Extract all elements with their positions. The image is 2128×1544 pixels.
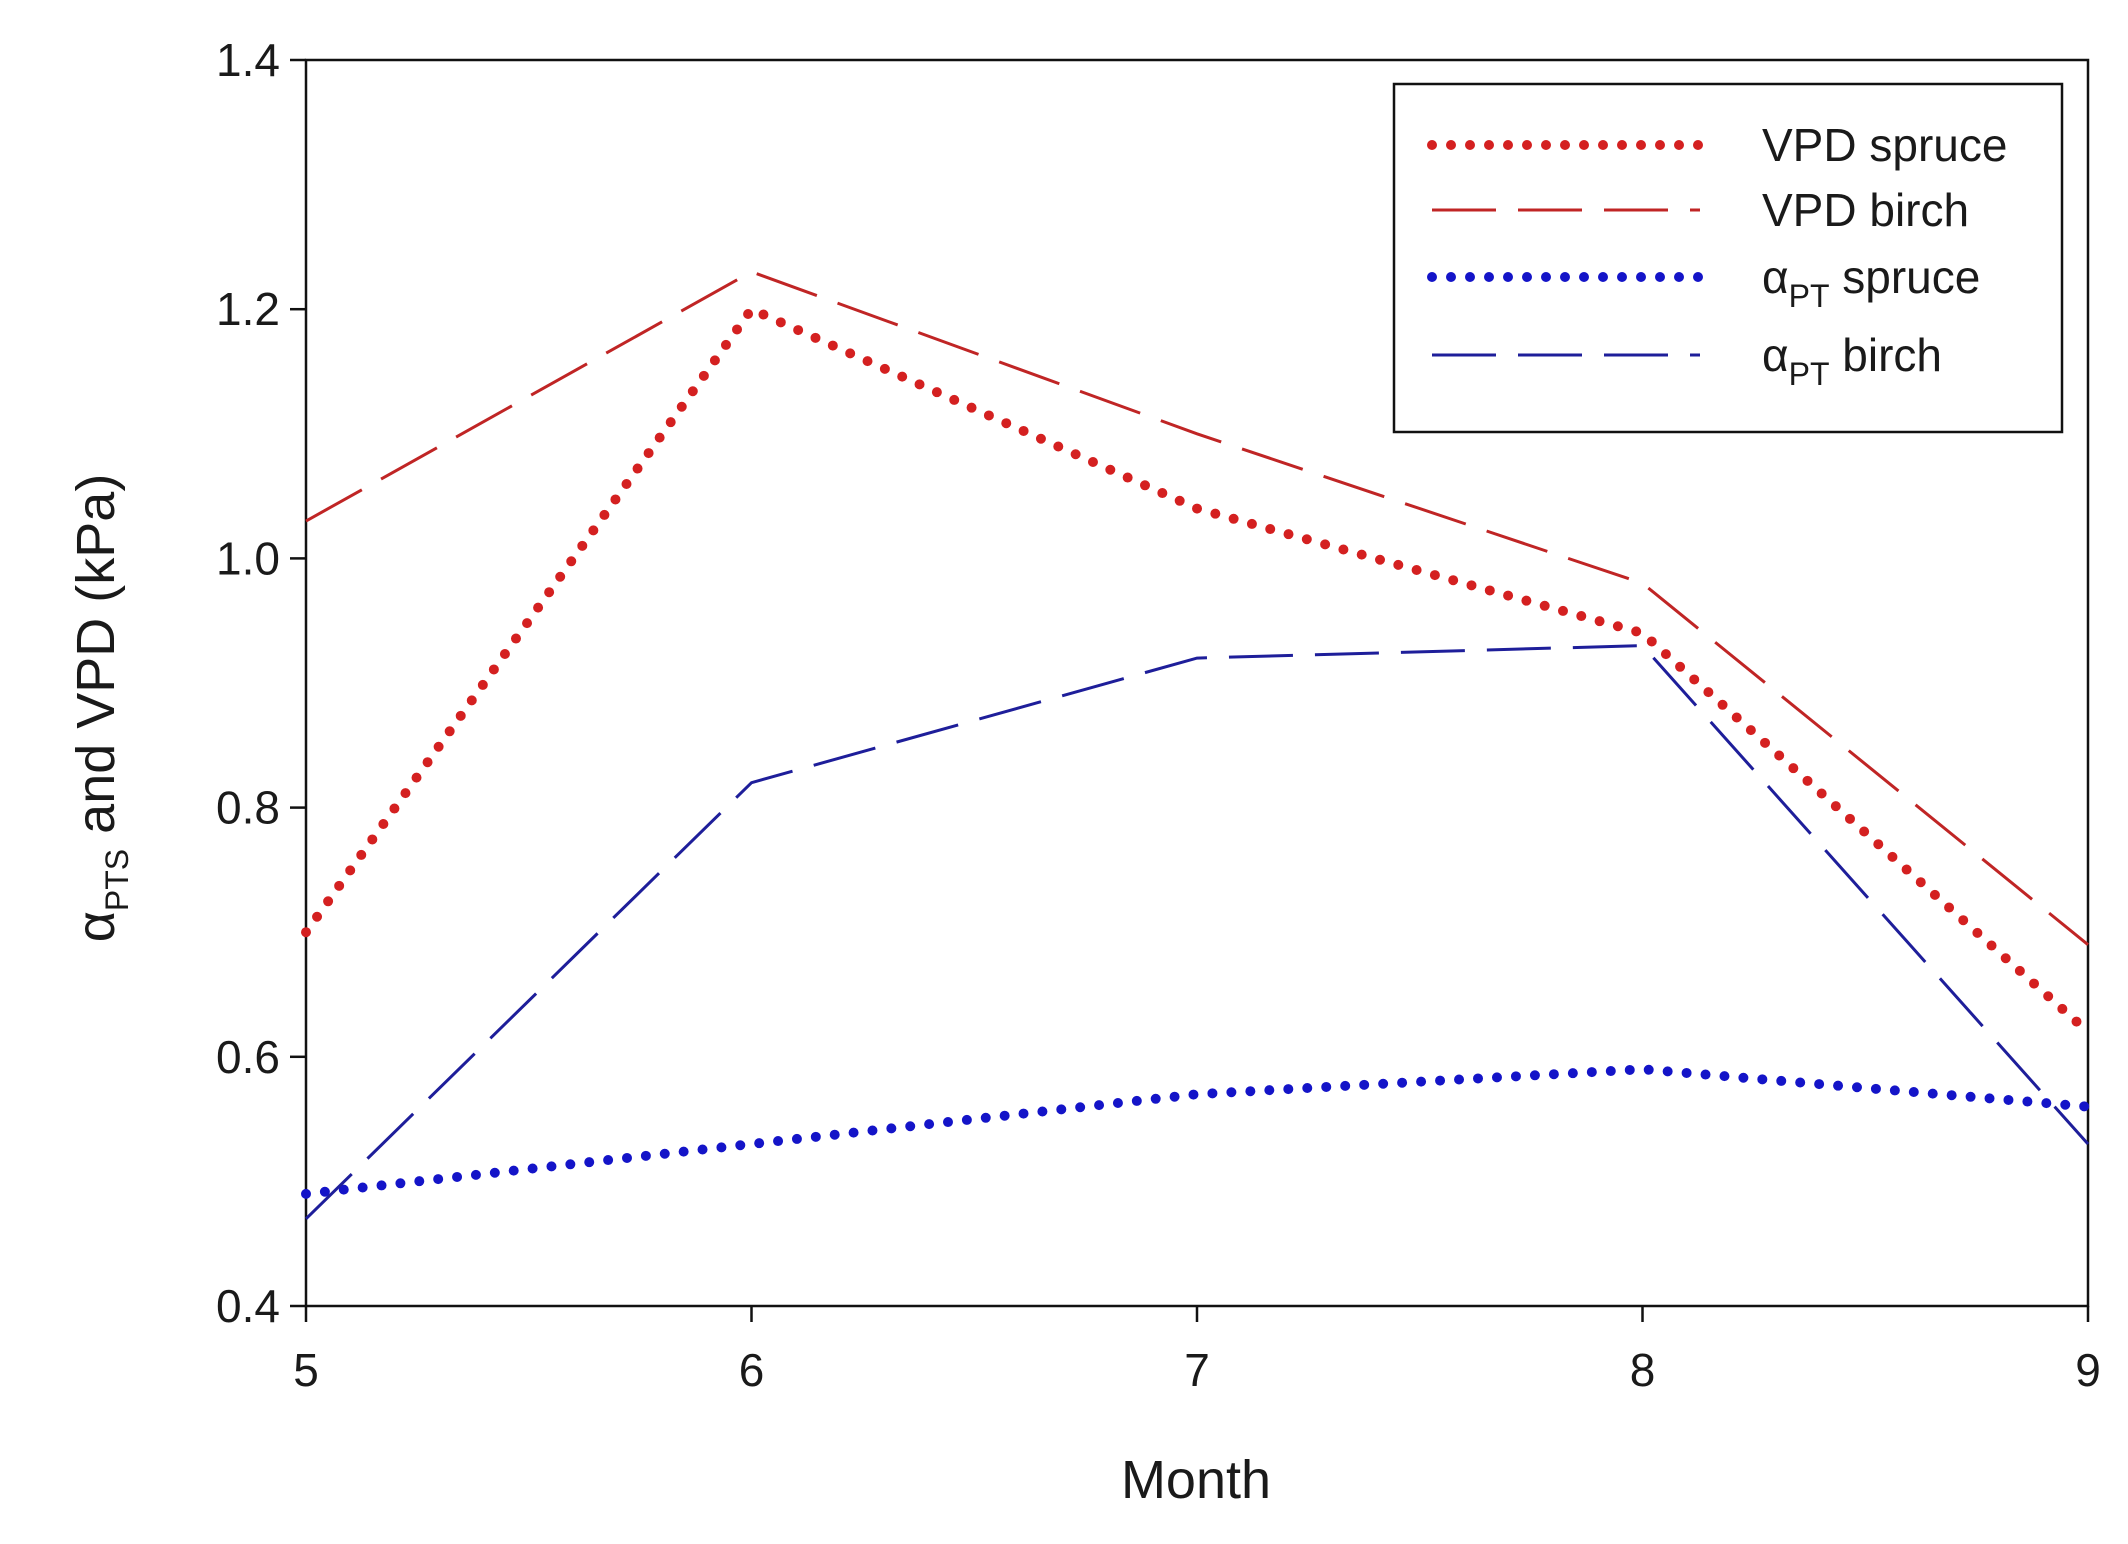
legend-label: αPT spruce xyxy=(1762,251,1980,314)
x-tick-label: 6 xyxy=(739,1344,765,1396)
x-tick-label: 9 xyxy=(2075,1344,2101,1396)
legend-label-text: spruce xyxy=(1829,251,1980,303)
y-tick-label: 1.4 xyxy=(216,34,280,86)
y-tick-label: 1.0 xyxy=(216,532,280,584)
y-axis-title-rest: and VPD (kPa) xyxy=(66,474,126,849)
series-line-vpd-birch xyxy=(305,270,2089,946)
legend-label: VPD spruce xyxy=(1762,119,2007,171)
axes: 5 6 7 8 9 0.4 0.6 0.8 1.0 1.2 1.4 xyxy=(216,34,2101,1396)
legend-label-subscript: PT xyxy=(1789,356,1830,392)
legend-label-text: birch xyxy=(1829,329,1941,381)
x-axis-title: Month xyxy=(1121,1450,1271,1510)
y-tick-label: 1.2 xyxy=(216,283,280,335)
legend-label: αPT birch xyxy=(1762,329,1942,392)
y-axis-title-greek: α xyxy=(66,911,126,942)
series-line--pt-spruce xyxy=(301,1064,2093,1199)
y-tick-label: 0.6 xyxy=(216,1031,280,1083)
series-layer xyxy=(301,270,2093,1220)
series-line--pt-birch xyxy=(304,644,2090,1220)
legend-label: VPD birch xyxy=(1762,184,1969,236)
legend-label-subscript: PT xyxy=(1789,278,1830,314)
legend-label-greek: α xyxy=(1762,329,1789,381)
x-tick-label: 5 xyxy=(293,1344,319,1396)
y-axis-title: αPTS and VPD (kPa) xyxy=(66,474,135,943)
y-axis-title-subscript: PTS xyxy=(99,849,135,911)
legend-label-greek: α xyxy=(1762,251,1789,303)
y-tick-label: 0.8 xyxy=(216,782,280,834)
series-line-vpd-spruce xyxy=(301,302,2093,1037)
x-tick-label: 8 xyxy=(1630,1344,1656,1396)
y-tick-label: 0.4 xyxy=(216,1280,280,1332)
x-tick-label: 7 xyxy=(1184,1344,1210,1396)
